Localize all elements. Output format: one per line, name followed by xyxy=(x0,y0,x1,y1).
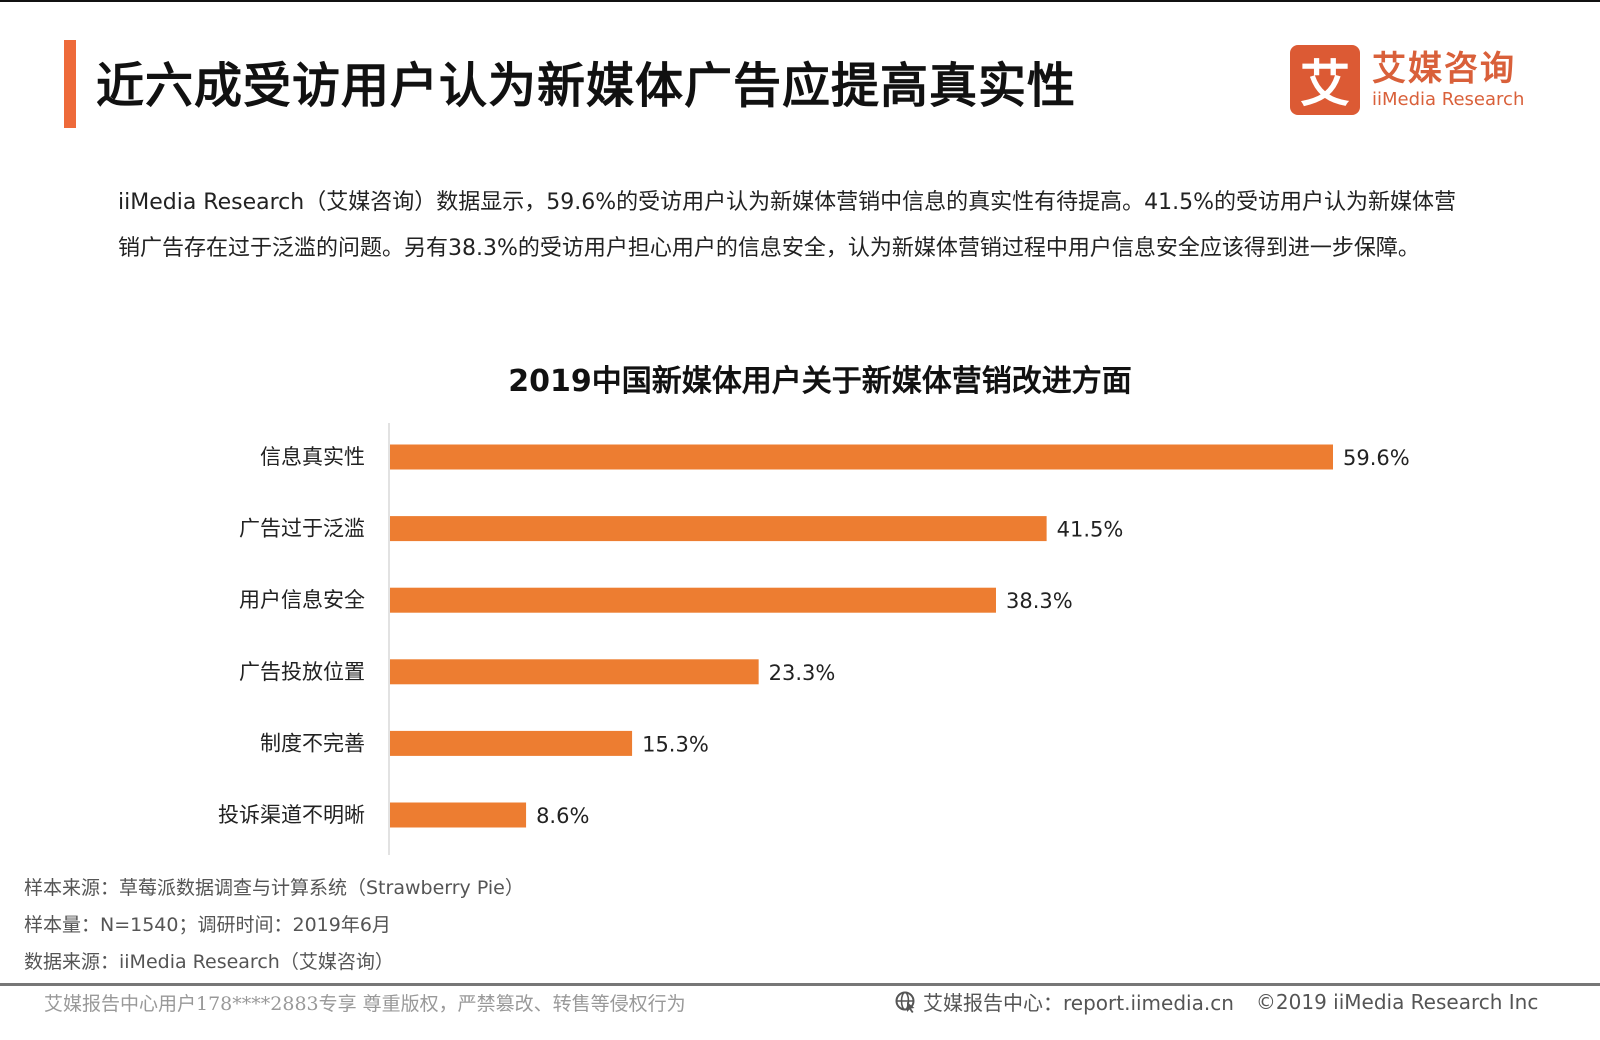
bar xyxy=(390,516,1047,542)
data-label: 15.3% xyxy=(642,732,709,756)
logo-cn-text: 艾媒咨询 xyxy=(1372,49,1516,89)
bar xyxy=(390,802,527,828)
bar xyxy=(390,444,1333,470)
category-label: 信息真实性 xyxy=(260,445,365,469)
page-title: 近六成受访用户认为新媒体广告应提高真实性 xyxy=(96,58,1077,114)
bar-chart: 信息真实性 59.6% 广告过于泛滥 41.5% 用户信息安全 38.3% 广告投放位置 23… xyxy=(218,423,1410,855)
globe-icon xyxy=(895,991,915,1013)
category-label: 广告投放位置 xyxy=(239,660,365,684)
summary-paragraph: iiMedia Research（艾媒咨询）数据显示，59.6%的受访用户认为新… xyxy=(118,190,1456,261)
bar xyxy=(390,659,759,685)
footer-info: 艾媒报告中心：report.iimedia.cn ©2019 iiMedia R… xyxy=(895,987,1538,1016)
report-center-link[interactable]: 艾媒报告中心：report.iimedia.cn xyxy=(923,991,1234,1015)
data-label: 59.6% xyxy=(1343,446,1410,470)
footer-divider xyxy=(0,983,1600,986)
data-source: 数据来源：iiMedia Research（艾媒咨询） xyxy=(24,951,394,973)
data-label: 8.6% xyxy=(536,804,589,828)
data-label: 38.3% xyxy=(1006,589,1073,613)
copyright: ©2019 iiMedia Research Inc xyxy=(1255,989,1539,1014)
title-accent-bar xyxy=(64,40,76,128)
category-label: 用户信息安全 xyxy=(239,588,365,612)
sample-size: 样本量：N=1540；调研时间：2019年6月 xyxy=(24,914,391,936)
logo-en-text: iiMedia Research xyxy=(1372,89,1525,110)
sample-source: 样本来源：草莓派数据调查与计算系统（Strawberry Pie） xyxy=(24,877,524,899)
bar xyxy=(390,587,996,613)
footer-watermark: 艾媒报告中心用户178****2883专享 尊重版权，严禁篡改、转售等侵权行为 xyxy=(44,993,686,1015)
iimedia-logo: 艾 艾媒咨询 iiMedia Research xyxy=(1290,44,1524,116)
top-border xyxy=(0,0,1600,2)
category-label: 广告过于泛滥 xyxy=(239,517,365,541)
data-label: 41.5% xyxy=(1057,518,1124,542)
chart-title: 2019中国新媒体用户关于新媒体营销改进方面 xyxy=(508,364,1132,399)
bar xyxy=(390,730,633,756)
chart-notes: 样本来源：草莓派数据调查与计算系统（Strawberry Pie） 样本量：N=… xyxy=(24,870,524,981)
category-label: 制度不完善 xyxy=(260,731,365,755)
logo-icon: 艾 xyxy=(1290,45,1360,115)
category-label: 投诉渠道不明晰 xyxy=(218,803,365,827)
data-label: 23.3% xyxy=(769,661,836,685)
